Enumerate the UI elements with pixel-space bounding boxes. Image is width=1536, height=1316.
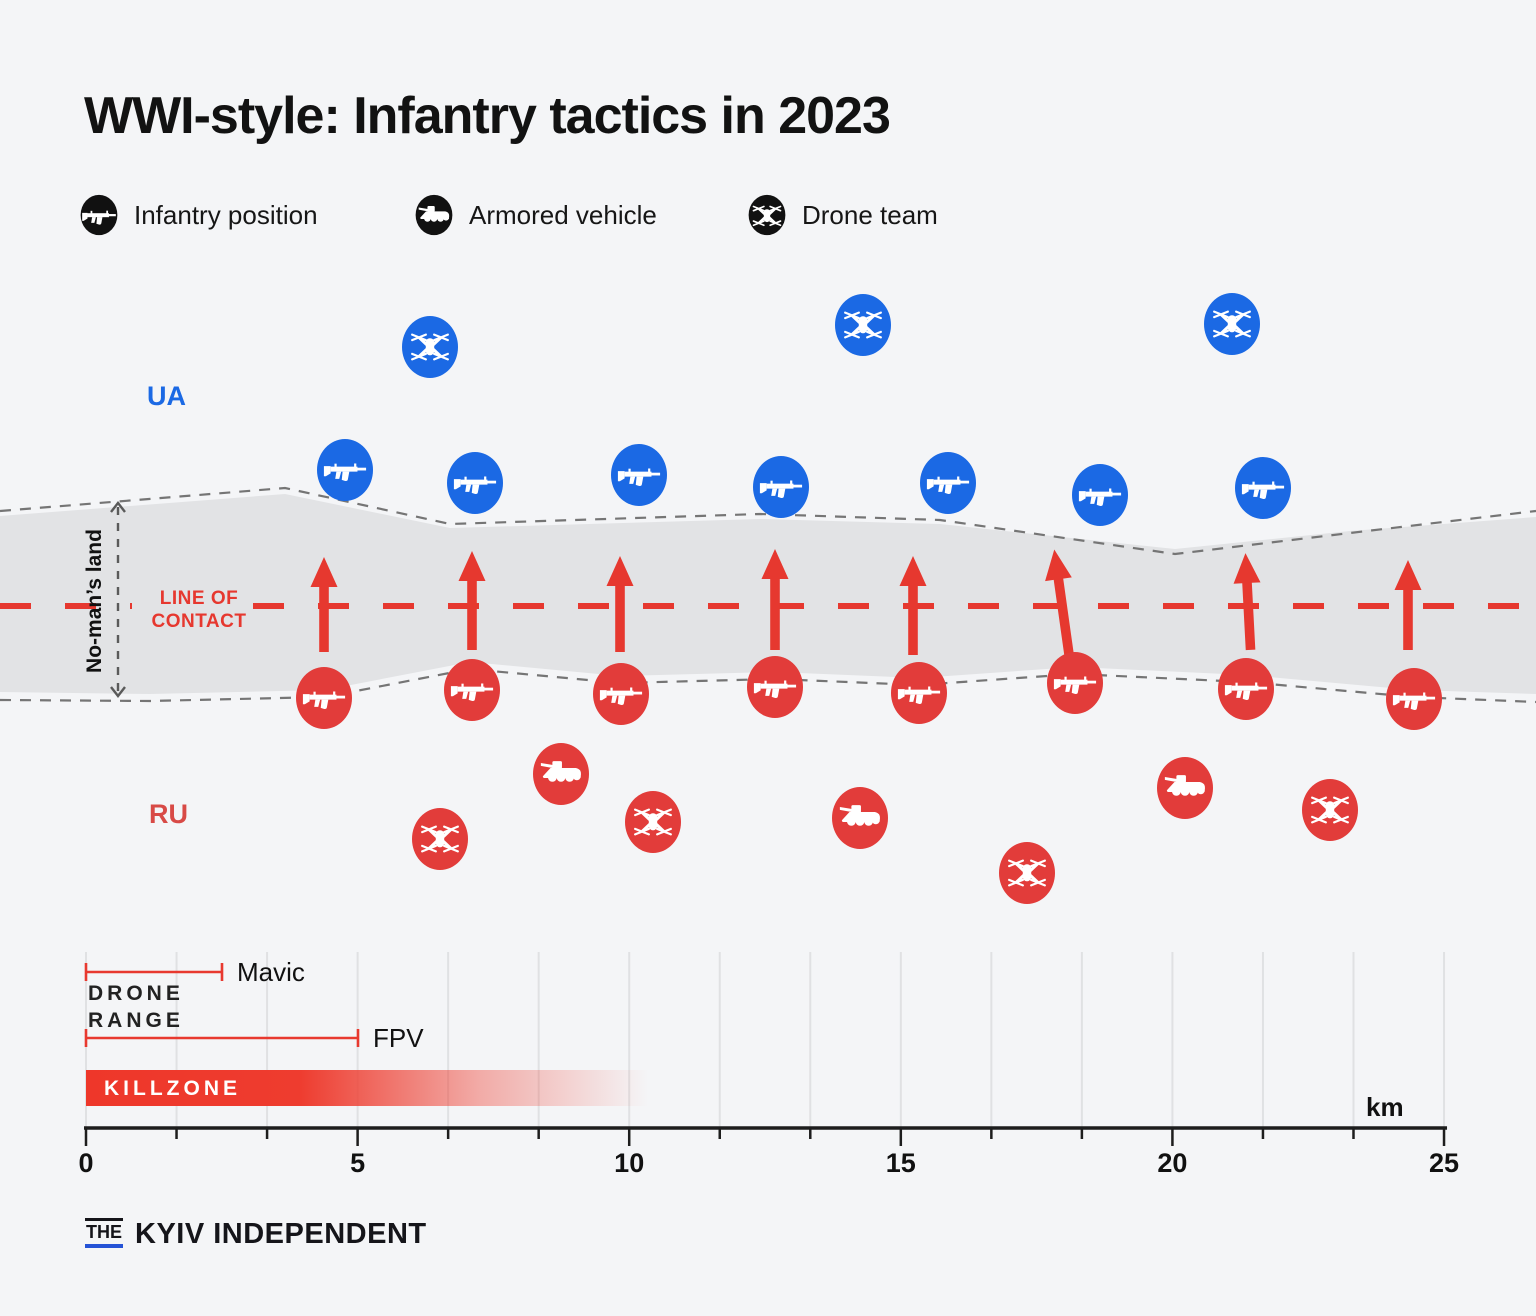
tick-label: 0 [78,1148,93,1178]
logo-the: THE [85,1218,123,1248]
fpv-range-label: FPV [373,1023,424,1053]
publisher-logo: THE KYIV INDEPENDENT [85,1218,427,1250]
legend-label-infantry: Infantry position [134,199,318,230]
ru-infantry-marker [1386,668,1442,730]
ru-drone-marker [625,791,681,853]
tick-label: 5 [350,1148,365,1178]
ua-infantry-marker [1235,457,1291,519]
ru-infantry-marker [593,663,649,725]
killzone-bar [86,1070,648,1106]
tick-label: 10 [614,1148,644,1178]
attack-arrow [1394,560,1422,650]
drone-legend-badge [748,194,786,236]
no-mans-land-band [0,486,1536,704]
ru-drone-marker [412,808,468,870]
drone-range-graphics [84,963,648,1106]
ru-vehicle-marker [533,743,589,805]
ua-drone-marker [835,294,891,356]
km-unit-label: km [1366,1092,1404,1122]
arrowhead-up-icon [110,501,126,513]
armored-vehicle-legend-badge [415,194,453,236]
ua-infantry-marker [317,439,373,501]
ru-side-label: RU [149,799,188,829]
ru-vehicle-marker [832,787,888,849]
drone-range-line1: DRONE [88,982,184,1005]
no-mans-land-label: No-man’s land [83,529,106,673]
line-of-contact-label: LINE OF CONTACT [151,588,247,632]
tick-label: 15 [886,1148,916,1178]
attack-arrow [1233,553,1261,651]
ua-infantry-marker [753,456,809,518]
legend-item-armored-vehicle: Armored vehicle [413,192,657,238]
ua-infantry-marker [447,452,503,514]
page-title: WWI-style: Infantry tactics in 2023 [84,87,891,145]
legend-item-infantry: Infantry position [78,192,318,238]
attack-arrows [310,549,1422,661]
ua-drone-marker [402,316,458,378]
ua-side-label: UA [147,381,186,411]
no-mans-land-fill [0,494,1536,694]
ru-infantry-marker [296,667,352,729]
ua-drone-marker [1204,293,1260,355]
attack-arrow [1045,549,1075,661]
arrowhead-down-icon [110,686,126,698]
drone-range-line2: RANGE [88,1009,184,1032]
legend-label-armored-vehicle: Armored vehicle [469,199,657,230]
ru-front-dashed-line [0,667,1536,704]
killzone-label: KILLZONE [104,1077,241,1100]
legend-item-drone-team: Drone team [746,192,938,238]
legend-label-drone-team: Drone team [802,199,938,230]
ru-drone-marker [1302,779,1358,841]
logo-name: KYIV INDEPENDENT [135,1218,427,1250]
ua-front-dashed-line [0,486,1536,556]
distance-axis: 0 5 10 15 20 25 [78,1126,1459,1178]
ua-infantry-marker [1072,464,1128,526]
unit-markers [296,293,1442,904]
attack-arrow [458,551,486,650]
ua-infantry-marker [920,452,976,514]
mavic-range-label: Mavic [237,957,305,987]
infantry-legend-badge [80,194,118,236]
drone-range-label: DRONE RANGE [88,980,184,1034]
ru-infantry-marker [747,656,803,718]
attack-arrow [310,557,338,652]
attack-arrow [761,549,789,650]
ru-vehicle-marker [1157,757,1213,819]
ru-drone-marker [999,842,1055,904]
ru-infantry-marker [1218,658,1274,720]
ru-infantry-marker [1047,652,1103,714]
tick-label: 25 [1429,1148,1459,1178]
ua-infantry-marker [611,444,667,506]
tick-label: 20 [1157,1148,1187,1178]
ru-infantry-marker [891,662,947,724]
attack-arrow [899,556,927,655]
ru-infantry-marker [444,659,500,721]
attack-arrow [606,556,634,652]
